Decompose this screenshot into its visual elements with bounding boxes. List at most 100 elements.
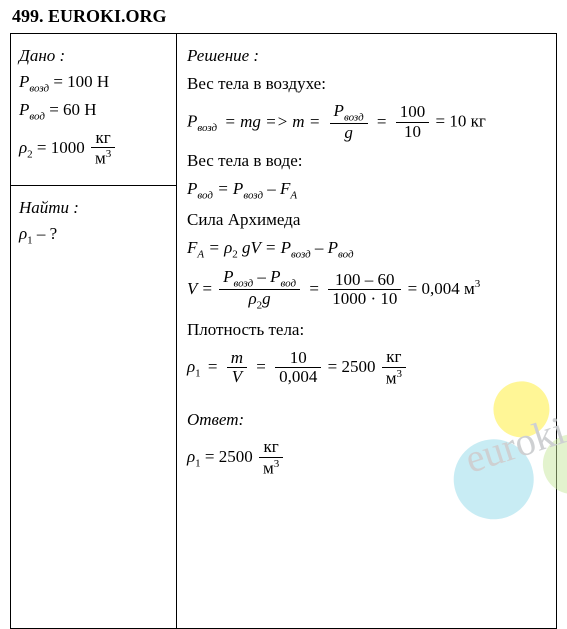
sym: V = (187, 279, 213, 298)
find-block: Найти : ρ1 – ? (11, 186, 176, 258)
page-title: 499. EUROKI.ORG (12, 6, 557, 27)
r2: – F (267, 179, 290, 198)
sym: P (19, 100, 29, 119)
sub: возд (29, 82, 49, 94)
r: = ρ (208, 238, 232, 257)
num: кг (259, 438, 283, 458)
as: возд (233, 277, 253, 289)
eq-mass: Pвозд = mg => m = Pвозд g = 100 10 = 10 … (187, 102, 546, 143)
eq-fa: FA = ρ2 gV = Pвозд – Pвод (187, 238, 546, 260)
eq-rho1: ρ1 = m V = 10 0,004 = 2500 кг м3 (187, 348, 546, 388)
sub: вод (197, 190, 213, 202)
solution-block: Решение : Вес тела в воздухе: Pвозд = mg… (177, 34, 556, 628)
sub: 1 (195, 367, 201, 379)
text-weight-water: Вес тела в воде: (187, 151, 546, 171)
frac2: 100 – 60 1000 · 10 (328, 271, 401, 309)
m: м (386, 368, 397, 387)
r2s: A (290, 190, 297, 202)
sym: F (187, 238, 197, 257)
bs: вод (281, 277, 297, 289)
sup: 3 (397, 368, 403, 380)
sub: A (197, 248, 204, 260)
unit-frac: кг м3 (259, 438, 283, 478)
answer-title: Ответ: (187, 410, 546, 430)
num: 100 – 60 (328, 271, 401, 291)
given-rho2: ρ2 = 1000 кг м3 (19, 129, 168, 169)
num: кг (91, 129, 115, 149)
val: = 60 Н (49, 100, 96, 119)
a: ρ (249, 289, 257, 308)
given-title: Дано : (19, 46, 168, 66)
sup: 3 (475, 278, 481, 290)
text-density: Плотность тела: (187, 320, 546, 340)
den: м3 (259, 458, 283, 478)
m: м (95, 149, 106, 168)
left-column: Дано : Pвозд = 100 Н Pвод = 60 Н ρ2 = 10… (11, 34, 177, 628)
res: = 2500 (328, 357, 376, 376)
answer-value: ρ1 = 2500 кг м3 (187, 438, 546, 478)
sup: 3 (106, 148, 112, 160)
ms: вод (338, 248, 354, 260)
den: 0,004 (275, 368, 321, 387)
unit-frac: кг м3 (91, 129, 115, 169)
gvs: возд (291, 248, 311, 260)
unit-frac: кг м3 (382, 348, 406, 388)
sym: P (187, 112, 197, 131)
val: = 100 Н (53, 72, 109, 91)
sym: ρ (187, 357, 195, 376)
sym: ρ (19, 224, 27, 243)
frac2: 10 0,004 (275, 349, 321, 387)
sub: вод (29, 111, 45, 123)
frac2: 100 10 (396, 103, 430, 141)
den: м3 (91, 148, 115, 168)
eq-sign1: = (208, 357, 218, 376)
sub: 2 (27, 148, 33, 160)
s: возд (344, 111, 364, 123)
eq-pwater: Pвод = Pвозд – FA (187, 179, 546, 201)
den: V (227, 368, 247, 387)
frac: Pвозд – Pвод ρ2g (219, 268, 300, 312)
sup: 3 (274, 458, 280, 470)
gv: gV = P (242, 238, 291, 257)
sub: 1 (195, 457, 201, 469)
p: P (334, 101, 344, 120)
res: = 0,004 м (408, 279, 475, 298)
eq-sign: = (309, 279, 319, 298)
num: Pвозд – Pвод (219, 268, 300, 290)
res: = 10 кг (435, 112, 485, 131)
num: 100 (396, 103, 430, 123)
num: m (227, 349, 247, 369)
val: = 1000 (37, 138, 85, 157)
num: Pвозд (330, 102, 368, 124)
rs: 2 (232, 248, 238, 260)
find-title: Найти : (19, 198, 168, 218)
b: g (262, 289, 271, 308)
m: – P (257, 267, 280, 286)
m: м (263, 458, 274, 477)
q: – ? (33, 224, 58, 243)
m: – P (315, 238, 338, 257)
given-block: Дано : Pвозд = 100 Н Pвод = 60 Н ρ2 = 10… (11, 34, 176, 186)
r1: = P (217, 179, 243, 198)
problem-box: Дано : Pвозд = 100 Н Pвод = 60 Н ρ2 = 10… (10, 33, 557, 629)
eq-volume: V = Pвозд – Pвод ρ2g = 100 – 60 1000 · 1… (187, 268, 546, 312)
text-archimedes: Сила Архимеда (187, 210, 546, 230)
frac: Pвозд g (330, 102, 368, 143)
sym: P (187, 179, 197, 198)
num: 10 (275, 349, 321, 369)
num: кг (382, 348, 406, 368)
sym: P (19, 72, 29, 91)
val: = 2500 (205, 447, 253, 466)
den: ρ2g (219, 290, 300, 311)
text-weight-air: Вес тела в воздухе: (187, 74, 546, 94)
den: 10 (396, 123, 430, 142)
r1s: возд (243, 190, 263, 202)
given-p-air: Pвозд = 100 Н (19, 72, 168, 94)
eq-sign2: = (256, 357, 266, 376)
solution-title: Решение : (187, 46, 546, 66)
find-rho1: ρ1 – ? (19, 224, 168, 246)
sub: возд (197, 122, 217, 134)
den: м3 (382, 368, 406, 388)
txt: = mg => m = (224, 112, 320, 131)
a: P (223, 267, 233, 286)
